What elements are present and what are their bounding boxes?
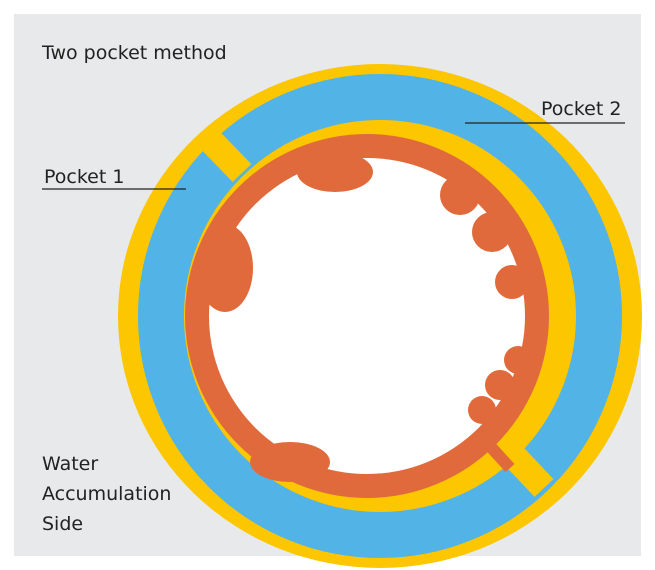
label: Water bbox=[42, 453, 98, 475]
deposit bbox=[504, 346, 532, 374]
deposit bbox=[440, 175, 480, 215]
title: Two pocket method bbox=[41, 42, 227, 64]
deposit bbox=[468, 396, 496, 424]
label: Side bbox=[42, 513, 83, 535]
deposit bbox=[495, 265, 529, 299]
deposit bbox=[485, 370, 515, 400]
deposit bbox=[197, 224, 253, 312]
diagram: Two pocket method Pocket 1 Pocket 2 Wate… bbox=[0, 0, 655, 570]
lumen bbox=[209, 158, 525, 474]
label: Pocket 2 bbox=[541, 98, 621, 120]
deposit bbox=[297, 152, 373, 192]
label: Accumulation bbox=[42, 483, 171, 505]
deposit bbox=[472, 212, 512, 252]
label: Pocket 1 bbox=[44, 166, 124, 188]
deposit bbox=[250, 442, 330, 482]
